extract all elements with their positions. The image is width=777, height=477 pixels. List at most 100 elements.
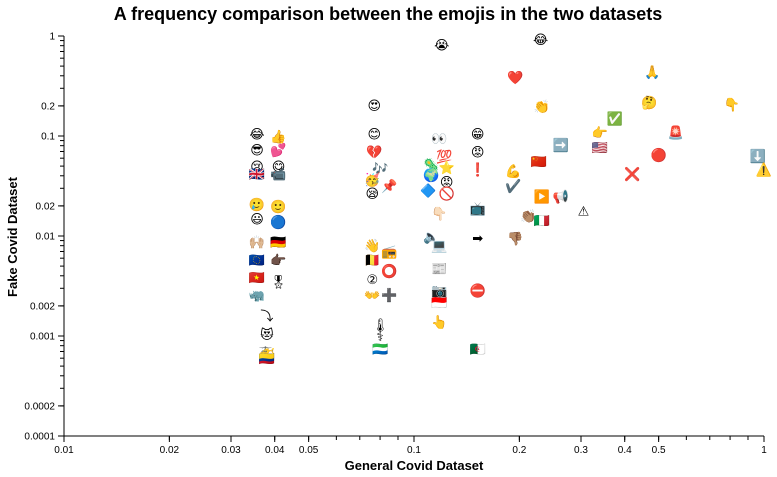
emoji-point: 📌 <box>381 177 397 194</box>
data-points: 😂 😭 ❤️ 🙏 😍 🤔 👏 👇 ✅👉 🚨 😂 👍 😊 😁 👀 ➡️ 🇺🇸 😎 💕 💔 😡 💯 🔴 ⬇️ 🇨🇳 😢 😋 🦠 ⭐ ❗ 🎶 ⚠️ ❌… <box>249 33 772 367</box>
emoji-point: ⭕ <box>381 264 397 280</box>
emoji-point: 😎 <box>250 144 264 159</box>
emoji-point: 👎🏽 <box>507 231 523 247</box>
emoji-point: 🇨🇳 <box>531 155 547 170</box>
x-axis-label: General Covid Dataset <box>345 458 484 473</box>
emoji-point: ✅ <box>607 111 623 127</box>
y-tick-label: 0.02 <box>36 201 56 212</box>
emoji-point: 💕 <box>270 143 286 159</box>
emoji-point: 😡 <box>471 145 485 160</box>
emoji-point: 😁 <box>471 127 485 142</box>
emoji-point: 🇩🇿 <box>470 342 486 357</box>
emoji-point: ⭐ <box>439 160 455 176</box>
chart-title: A frequency comparison between the emoji… <box>114 4 662 24</box>
emoji-point: 🌡 <box>372 318 389 334</box>
x-tick-label: 0.01 <box>54 445 74 456</box>
emoji-point: ➕ <box>381 288 397 304</box>
emoji-point: ⚕ <box>377 330 384 345</box>
emoji-point: 🎶 <box>372 161 388 177</box>
emoji-point: 😃 <box>250 212 264 227</box>
emoji-point: 📰 <box>431 262 447 277</box>
emoji-point: 👋 <box>364 238 380 254</box>
emoji-point: 👆 <box>431 314 447 330</box>
emoji-point: ➡ <box>472 231 483 246</box>
emoji-point: 🥲 <box>249 197 265 213</box>
emoji-point: 👐 <box>364 289 380 304</box>
emoji-point: ⛔ <box>470 283 486 299</box>
y-tick-label: 0.0002 <box>24 401 55 412</box>
emoji-point: 👉 <box>592 125 608 141</box>
emoji-point: ⚠ <box>578 204 590 219</box>
x-tick-label: 0.5 <box>652 445 666 456</box>
emoji-point: ❌ <box>624 167 640 183</box>
y-tick-label: 0.002 <box>30 301 55 312</box>
emoji-point: 🔷 <box>420 183 436 199</box>
emoji-point: 😻 <box>260 327 274 343</box>
emoji-point: 🥳 <box>364 171 380 188</box>
y-tick-label: 0.01 <box>36 232 56 243</box>
emoji-point: ❗ <box>470 162 486 178</box>
emoji-point: 🇪🇺 <box>249 254 265 269</box>
emoji-point: 📢 <box>553 189 569 205</box>
emoji-point: 🙌🏼 <box>249 235 265 251</box>
emoji-point: 🇮🇩 <box>431 296 447 311</box>
y-tick-label: 0.0001 <box>24 432 55 443</box>
emoji-point: 😪 <box>366 187 380 202</box>
x-tick-label: 0.02 <box>160 445 180 456</box>
x-tick-label: 0.05 <box>299 445 319 456</box>
x-tick-label: 0.04 <box>265 445 285 456</box>
axes: 0.01 0.02 0.03 0.04 0.05 0.1 0.2 0.3 0.4 0.5 1 0.00… <box>24 32 767 457</box>
emoji-point: 📻 <box>381 245 397 260</box>
emoji-point: 😍 <box>367 99 381 114</box>
emoji-point: ⬇️ <box>750 148 766 164</box>
emoji-point: 🚨 <box>668 125 684 141</box>
emoji-point: 🔈 <box>423 230 439 245</box>
emoji-point: 😭 <box>434 39 449 54</box>
emoji-point: 📷 <box>431 284 447 299</box>
emoji-point: 😂 <box>533 33 548 48</box>
x-tick-label: 0.2 <box>512 445 526 456</box>
emoji-point: 🇺🇸 <box>592 141 608 156</box>
emoji-point: 💪 <box>505 164 521 180</box>
emoji-point: 😂 <box>249 127 264 142</box>
emoji-point: 🚫 <box>439 186 455 202</box>
x-tick-label: 0.3 <box>574 445 588 456</box>
emoji-point: 🇩🇪 <box>270 236 286 251</box>
emoji-point: 🎖 <box>270 275 287 291</box>
y-tick-label: 0.001 <box>30 332 55 343</box>
emoji-point: 🤔 <box>641 95 657 111</box>
emoji-point: 🇬🇧 <box>249 168 265 183</box>
emoji-point: 🚁 <box>259 342 275 357</box>
emoji-point: 👀 <box>431 132 447 147</box>
emoji-point: ② <box>366 273 378 288</box>
x-tick-label: 1 <box>761 445 767 456</box>
emoji-point: 👇🏻 <box>431 206 447 222</box>
emoji-point: 📺 <box>470 202 486 217</box>
emoji-point: 😊 <box>367 127 381 142</box>
emoji-point: ❤️ <box>507 70 524 86</box>
x-tick-label: 0.03 <box>221 445 241 456</box>
emoji-point: 🇨🇴 <box>259 352 275 367</box>
emoji-point: 🙂 <box>270 199 286 215</box>
emoji-point: ➡️ <box>553 138 569 154</box>
emoji-point: ⚠️ <box>756 162 772 178</box>
emoji-point: 🌍 <box>423 168 439 184</box>
emoji-point: 🇧🇪 <box>364 253 380 269</box>
emoji-point: 🇮🇹 <box>534 214 550 229</box>
emoji-point: 🦠 <box>423 157 439 173</box>
emoji-point: 📹 <box>270 168 286 183</box>
emoji-point: 👉🏿 <box>270 253 286 269</box>
y-tick-label: 0.1 <box>41 132 55 143</box>
emoji-point: 👏🏽 <box>520 209 536 225</box>
emoji-point: 👍 <box>270 129 286 145</box>
emoji-point: 👏 <box>534 99 550 115</box>
emoji-point: 😡 <box>440 176 454 191</box>
emoji-point: ✔️ <box>505 178 521 194</box>
emoji-point: 🇸🇱 <box>372 342 388 357</box>
emoji-point: 🙏 <box>644 65 660 81</box>
emoji-point: 🔴 <box>651 148 667 164</box>
emoji-point: 👇 <box>724 97 740 113</box>
emoji-point: 🦏 <box>249 289 265 304</box>
y-tick-label: 0.2 <box>41 101 55 112</box>
